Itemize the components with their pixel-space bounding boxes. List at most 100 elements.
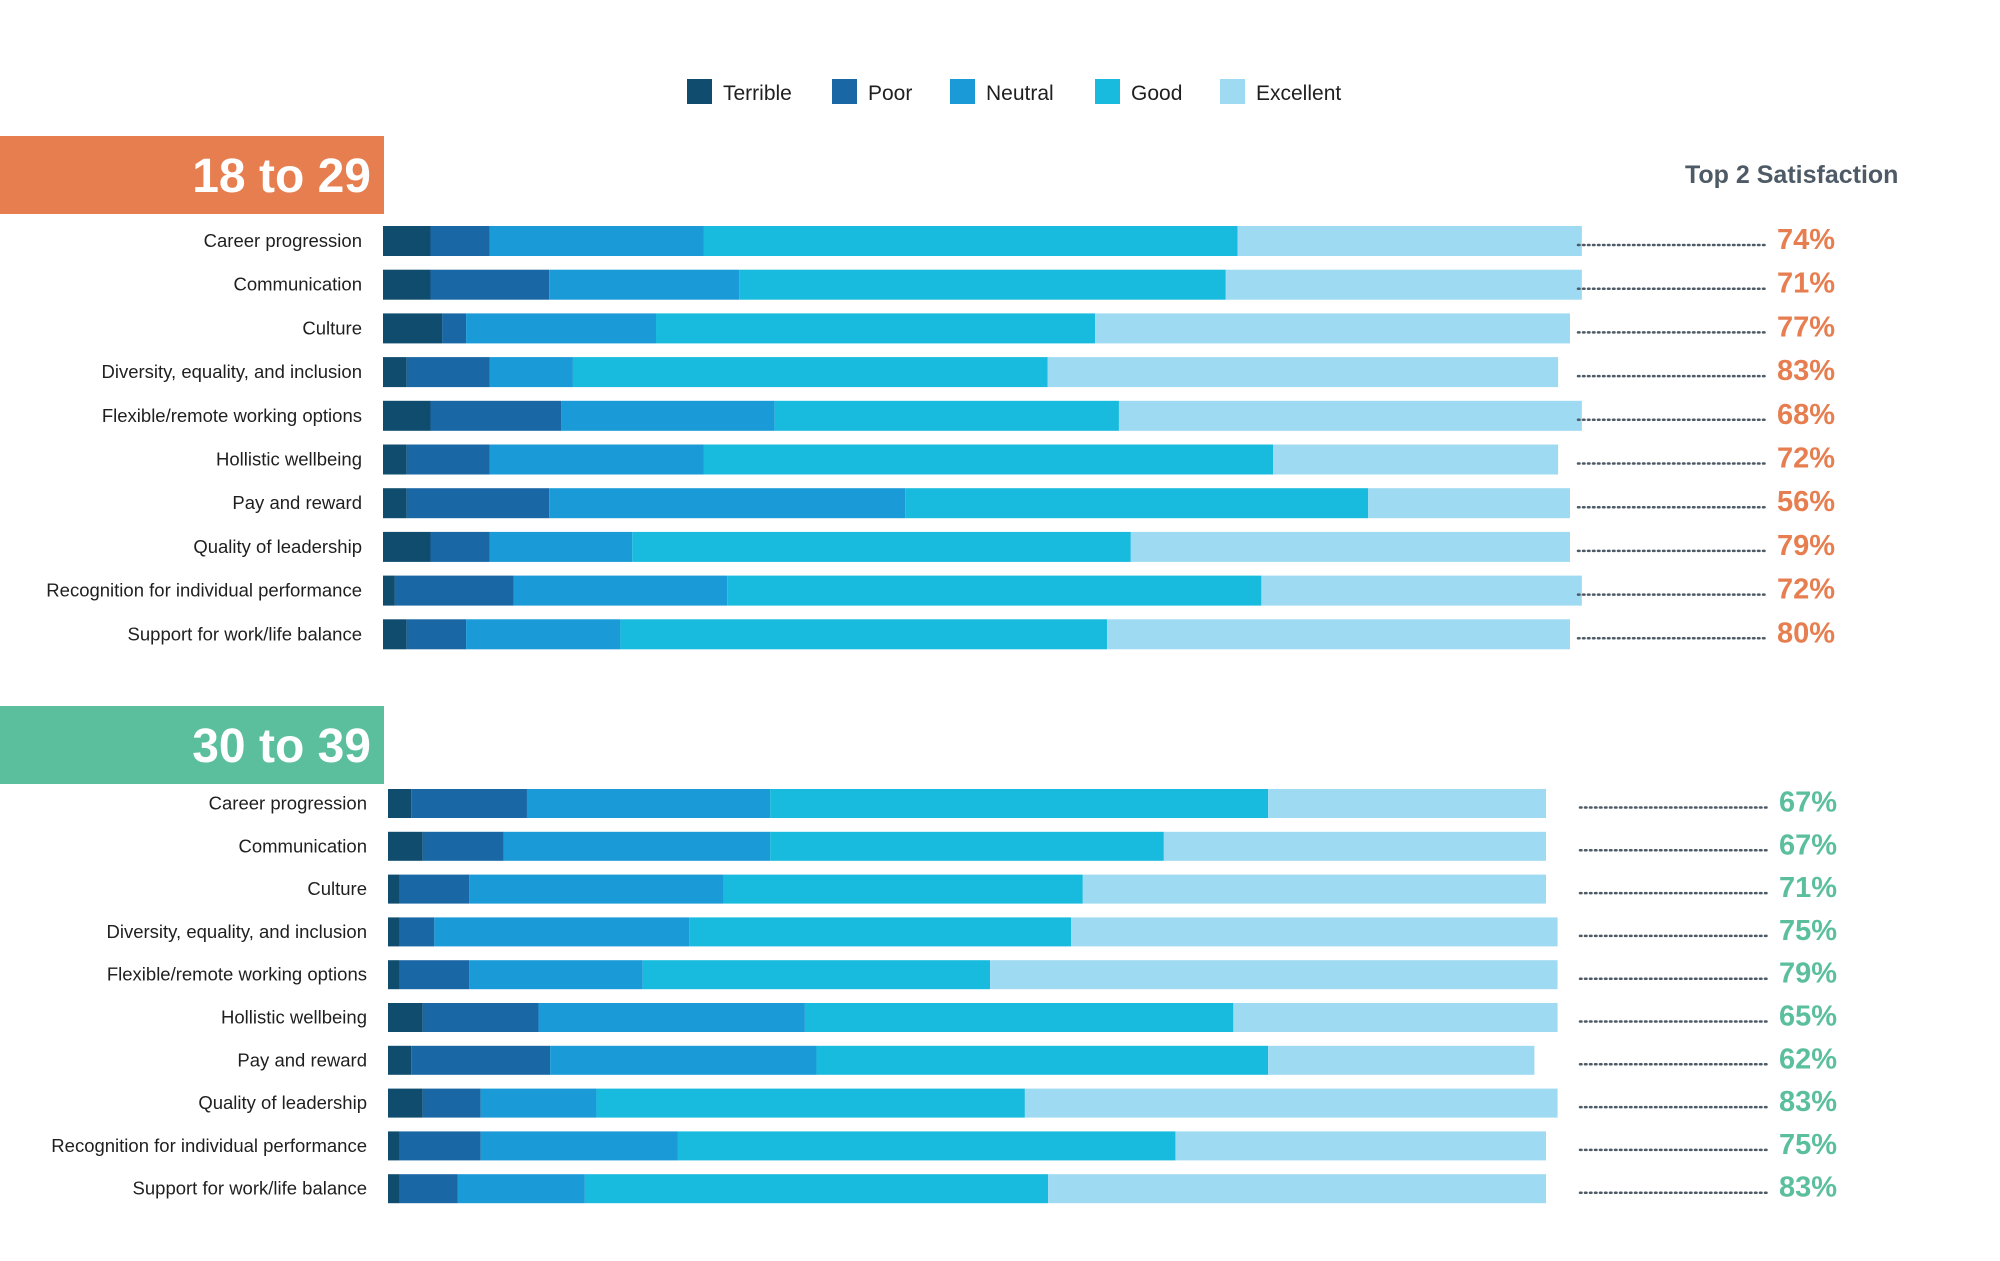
bar-row-support-for-work-life-balance: Support for work/life balance 83% [133, 1172, 1838, 1204]
bar-segment-poor [406, 619, 467, 650]
bar-row-hollistic-wellbeing: Hollistic wellbeing 65% [221, 1001, 1837, 1033]
bar-segment-good [770, 831, 1164, 861]
bar-segment-poor [411, 1045, 551, 1075]
category-label: Hollistic wellbeing [216, 449, 362, 470]
bar-segment-poor [430, 531, 490, 562]
bar-segment-terrible [383, 488, 407, 519]
bar-segment-good [572, 357, 1048, 388]
bar-segment-good [632, 531, 1131, 562]
bar-segment-excellent [990, 960, 1558, 990]
bar-segment-terrible [388, 1003, 423, 1032]
bar-segment-terrible [388, 1045, 412, 1075]
bar-segment-excellent [1163, 831, 1546, 861]
bar-segment-excellent [1024, 1088, 1558, 1118]
top2-value: 74% [1777, 224, 1835, 256]
bar-segment-neutral [503, 831, 771, 861]
bar-segment-neutral [549, 488, 906, 519]
bar-segment-terrible [388, 917, 400, 947]
bar-segment-terrible [388, 831, 423, 861]
top2-value: 80% [1777, 617, 1835, 649]
bar-segment-good [620, 619, 1108, 650]
top2-value: 65% [1779, 1001, 1837, 1033]
category-label: Support for work/life balance [133, 1178, 367, 1199]
category-label: Career progression [204, 230, 362, 251]
bar-segment-poor [430, 226, 490, 256]
bar-row-culture: Culture 71% [307, 872, 1837, 904]
bar-segment-good [677, 1131, 1176, 1161]
bar-segment-excellent [1368, 488, 1570, 519]
bar-segment-poor [430, 400, 562, 431]
bar-segment-terrible [388, 1088, 423, 1118]
bar-segment-good [816, 1045, 1269, 1075]
top2-value: 83% [1779, 1086, 1837, 1118]
category-label: Hollistic wellbeing [221, 1007, 367, 1028]
bar-row-quality-of-leadership: Quality of leadership 83% [198, 1086, 1837, 1118]
bar-segment-neutral [480, 1131, 678, 1161]
category-label: Diversity, equality, and inclusion [102, 361, 363, 382]
top2-value: 67% [1779, 787, 1837, 819]
bar-segment-excellent [1047, 357, 1559, 388]
bar-segment-neutral [469, 874, 724, 904]
bar-segment-good [703, 444, 1274, 475]
bar-segment-terrible [383, 357, 407, 388]
top2-value: 71% [1777, 268, 1835, 300]
bar-row-communication: Communication 71% [233, 268, 1835, 300]
bar-segment-terrible [383, 400, 431, 431]
bar-segment-poor [422, 1003, 539, 1032]
top2-value: 71% [1779, 872, 1837, 904]
bar-segment-neutral [466, 619, 621, 650]
top2-value: 68% [1777, 399, 1835, 431]
category-label: Communication [238, 835, 367, 856]
bar-row-diversity-equality-and-inclusion: Diversity, equality, and inclusion 75% [107, 915, 1838, 947]
bar-segment-terrible [383, 619, 407, 650]
legend-label-poor: Poor [868, 82, 912, 105]
bar-row-pay-and-reward: Pay and reward 56% [232, 486, 1835, 519]
bar-segment-poor [399, 874, 470, 904]
bar-segment-good [727, 575, 1262, 606]
bar-segment-excellent [1082, 874, 1546, 904]
top2-value: 72% [1777, 574, 1835, 606]
bar-segment-excellent [1071, 917, 1558, 947]
bar-segment-good [656, 313, 1096, 344]
category-label: Recognition for individual performance [51, 1135, 367, 1156]
bar-segment-neutral [561, 400, 775, 431]
bar-segment-excellent [1268, 1045, 1535, 1075]
category-label: Flexible/remote working options [107, 964, 367, 985]
bar-segment-excellent [1048, 1174, 1546, 1204]
bar-segment-neutral [526, 789, 771, 818]
bar-segment-terrible [388, 789, 412, 818]
bar-row-communication: Communication 67% [238, 829, 1837, 861]
category-label: Career progression [209, 793, 367, 814]
bar-row-career-progression: Career progression 67% [209, 787, 1838, 819]
legend-swatch-terrible [687, 79, 712, 104]
bar-segment-poor [422, 831, 504, 861]
top2-value: 72% [1777, 443, 1835, 475]
category-label: Diversity, equality, and inclusion [107, 921, 368, 942]
bar-segment-poor [406, 357, 490, 388]
bar-segment-excellent [1268, 789, 1546, 818]
bar-segment-poor [442, 313, 467, 344]
bar-segment-terrible [388, 1174, 400, 1204]
top2-value: 75% [1779, 915, 1837, 947]
category-label: Culture [302, 317, 362, 338]
legend-swatch-neutral [950, 79, 975, 104]
bar-segment-excellent [1225, 269, 1582, 300]
bar-segment-excellent [1130, 531, 1570, 562]
bar-segment-good [584, 1174, 1049, 1204]
bar-segment-poor [430, 269, 550, 300]
bar-segment-neutral [480, 1088, 597, 1118]
bar-segment-terrible [383, 226, 431, 256]
bar-row-flexible-remote-working-options: Flexible/remote working options 79% [107, 958, 1837, 990]
bar-segment-excellent [1237, 226, 1582, 256]
bar-segment-excellent [1107, 619, 1570, 650]
bar-segment-good [596, 1088, 1025, 1118]
category-label: Pay and reward [232, 492, 362, 513]
top2-value: 83% [1777, 355, 1835, 387]
bar-row-recognition-for-individual-performance: Recognition for individual performance 72… [46, 574, 1835, 606]
top2-value: 75% [1779, 1129, 1837, 1161]
bar-segment-good [804, 1003, 1234, 1032]
bar-segment-poor [399, 960, 470, 990]
bar-segment-excellent [1118, 400, 1582, 431]
